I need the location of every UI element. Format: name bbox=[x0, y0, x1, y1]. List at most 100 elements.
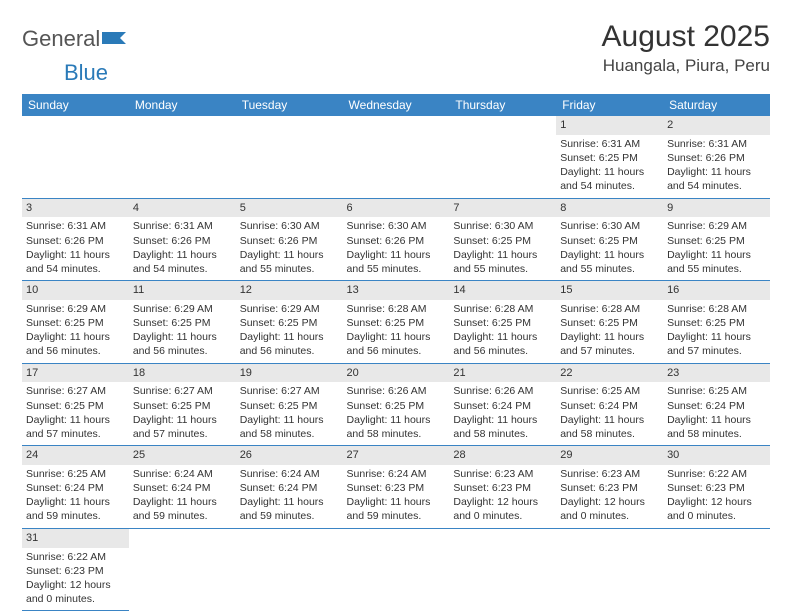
day-number: 11 bbox=[129, 281, 236, 300]
calendar-cell: 20Sunrise: 6:26 AMSunset: 6:25 PMDayligh… bbox=[343, 363, 450, 446]
calendar-cell: 9Sunrise: 6:29 AMSunset: 6:25 PMDaylight… bbox=[663, 198, 770, 281]
sunset-text: Sunset: 6:25 PM bbox=[26, 316, 125, 330]
daylight-text: Daylight: 11 hours bbox=[560, 330, 659, 344]
sunset-text: Sunset: 6:24 PM bbox=[560, 399, 659, 413]
day-number: 4 bbox=[129, 199, 236, 218]
calendar-cell: 30Sunrise: 6:22 AMSunset: 6:23 PMDayligh… bbox=[663, 446, 770, 529]
sunset-text: Sunset: 6:24 PM bbox=[26, 481, 125, 495]
daylight-text: Daylight: 11 hours bbox=[667, 330, 766, 344]
daylight-text: and 55 minutes. bbox=[240, 262, 339, 276]
logo-word2: Blue bbox=[64, 60, 108, 85]
sunset-text: Sunset: 6:25 PM bbox=[240, 399, 339, 413]
sunset-text: Sunset: 6:26 PM bbox=[26, 234, 125, 248]
daylight-text: and 54 minutes. bbox=[133, 262, 232, 276]
daylight-text: and 58 minutes. bbox=[560, 427, 659, 441]
calendar-cell: 13 Sunrise: 6:28 AMSunset: 6:25 PMDayligh… bbox=[343, 281, 450, 364]
daylight-text: and 56 minutes. bbox=[453, 344, 552, 358]
calendar-cell: 6Sunrise: 6:30 AMSunset: 6:26 PMDaylight… bbox=[343, 198, 450, 281]
daylight-text: and 56 minutes. bbox=[133, 344, 232, 358]
sunset-text: Sunset: 6:23 PM bbox=[453, 481, 552, 495]
sunset-text: Sunset: 6:24 PM bbox=[453, 399, 552, 413]
calendar-cell: 27Sunrise: 6:24 AMSunset: 6:23 PMDayligh… bbox=[343, 446, 450, 529]
daylight-text: and 54 minutes. bbox=[26, 262, 125, 276]
sunrise-text: Sunrise: 6:24 AM bbox=[133, 467, 232, 481]
day-number: 21 bbox=[449, 364, 556, 383]
logo: General Blue bbox=[22, 26, 130, 86]
sunset-text: Sunset: 6:25 PM bbox=[133, 399, 232, 413]
calendar-cell bbox=[343, 528, 450, 611]
sunset-text: Sunset: 6:26 PM bbox=[347, 234, 446, 248]
sunset-text: Sunset: 6:25 PM bbox=[560, 151, 659, 165]
sunrise-text: Sunrise: 6:29 AM bbox=[133, 302, 232, 316]
daylight-text: and 0 minutes. bbox=[560, 509, 659, 523]
calendar-cell bbox=[449, 528, 556, 611]
calendar-cell: 16Sunrise: 6:28 AMSunset: 6:25 PMDayligh… bbox=[663, 281, 770, 364]
logo-text: General Blue bbox=[22, 26, 130, 86]
sunset-text: Sunset: 6:24 PM bbox=[240, 481, 339, 495]
day-number: 25 bbox=[129, 446, 236, 465]
sunset-text: Sunset: 6:24 PM bbox=[133, 481, 232, 495]
daylight-text: and 58 minutes. bbox=[667, 427, 766, 441]
sunset-text: Sunset: 6:23 PM bbox=[560, 481, 659, 495]
day-number: 18 bbox=[129, 364, 236, 383]
sunrise-text: Sunrise: 6:31 AM bbox=[133, 219, 232, 233]
daylight-text: Daylight: 11 hours bbox=[240, 413, 339, 427]
daylight-text: Daylight: 11 hours bbox=[26, 495, 125, 509]
calendar-cell: 5Sunrise: 6:30 AMSunset: 6:26 PMDaylight… bbox=[236, 198, 343, 281]
day-number: 17 bbox=[22, 364, 129, 383]
sunset-text: Sunset: 6:26 PM bbox=[240, 234, 339, 248]
calendar-cell: 24Sunrise: 6:25 AMSunset: 6:24 PMDayligh… bbox=[22, 446, 129, 529]
sunrise-text: Sunrise: 6:23 AM bbox=[453, 467, 552, 481]
day-number: 1 bbox=[556, 116, 663, 135]
weekday-header: Tuesday bbox=[236, 94, 343, 116]
day-number: 5 bbox=[236, 199, 343, 218]
sunset-text: Sunset: 6:24 PM bbox=[667, 399, 766, 413]
daylight-text: Daylight: 11 hours bbox=[667, 248, 766, 262]
sunset-text: Sunset: 6:25 PM bbox=[453, 234, 552, 248]
sunrise-text: Sunrise: 6:30 AM bbox=[453, 219, 552, 233]
weekday-header: Sunday bbox=[22, 94, 129, 116]
calendar-cell: 12Sunrise: 6:29 AMSunset: 6:25 PMDayligh… bbox=[236, 281, 343, 364]
sunset-text: Sunset: 6:25 PM bbox=[240, 316, 339, 330]
sunset-text: Sunset: 6:25 PM bbox=[453, 316, 552, 330]
calendar-cell: 2Sunrise: 6:31 AMSunset: 6:26 PMDaylight… bbox=[663, 116, 770, 198]
sunrise-text: Sunrise: 6:22 AM bbox=[667, 467, 766, 481]
sunrise-text: Sunrise: 6:25 AM bbox=[667, 384, 766, 398]
sunset-text: Sunset: 6:26 PM bbox=[667, 151, 766, 165]
sunrise-text: Sunrise: 6:28 AM bbox=[347, 302, 446, 316]
sunset-text: Sunset: 6:25 PM bbox=[26, 399, 125, 413]
day-number: 9 bbox=[663, 199, 770, 218]
flag-icon bbox=[102, 26, 130, 52]
daylight-text: Daylight: 11 hours bbox=[453, 248, 552, 262]
calendar-cell: 7Sunrise: 6:30 AMSunset: 6:25 PMDaylight… bbox=[449, 198, 556, 281]
day-number: 12 bbox=[236, 281, 343, 300]
sunset-text: Sunset: 6:23 PM bbox=[347, 481, 446, 495]
calendar-cell: 31Sunrise: 6:22 AMSunset: 6:23 PMDayligh… bbox=[22, 528, 129, 611]
sunrise-text: Sunrise: 6:27 AM bbox=[240, 384, 339, 398]
calendar-cell: 15Sunrise: 6:28 AMSunset: 6:25 PMDayligh… bbox=[556, 281, 663, 364]
day-number: 16 bbox=[663, 281, 770, 300]
daylight-text: Daylight: 12 hours bbox=[26, 578, 125, 592]
calendar-cell: 11Sunrise: 6:29 AMSunset: 6:25 PMDayligh… bbox=[129, 281, 236, 364]
daylight-text: and 56 minutes. bbox=[347, 344, 446, 358]
calendar-cell: 18Sunrise: 6:27 AMSunset: 6:25 PMDayligh… bbox=[129, 363, 236, 446]
daylight-text: and 57 minutes. bbox=[133, 427, 232, 441]
day-number: 22 bbox=[556, 364, 663, 383]
calendar-cell bbox=[449, 116, 556, 198]
sunset-text: Sunset: 6:25 PM bbox=[347, 316, 446, 330]
day-number: 19 bbox=[236, 364, 343, 383]
daylight-text: Daylight: 11 hours bbox=[133, 330, 232, 344]
day-number: 13 bbox=[343, 281, 450, 300]
sunrise-text: Sunrise: 6:31 AM bbox=[667, 137, 766, 151]
day-number: 15 bbox=[556, 281, 663, 300]
day-number: 24 bbox=[22, 446, 129, 465]
calendar-cell bbox=[236, 528, 343, 611]
sunset-text: Sunset: 6:25 PM bbox=[667, 316, 766, 330]
calendar-body: 1Sunrise: 6:31 AMSunset: 6:25 PMDaylight… bbox=[22, 116, 770, 611]
sunrise-text: Sunrise: 6:24 AM bbox=[347, 467, 446, 481]
day-number: 6 bbox=[343, 199, 450, 218]
sunrise-text: Sunrise: 6:29 AM bbox=[667, 219, 766, 233]
daylight-text: and 55 minutes. bbox=[347, 262, 446, 276]
daylight-text: Daylight: 11 hours bbox=[347, 330, 446, 344]
daylight-text: and 57 minutes. bbox=[26, 427, 125, 441]
